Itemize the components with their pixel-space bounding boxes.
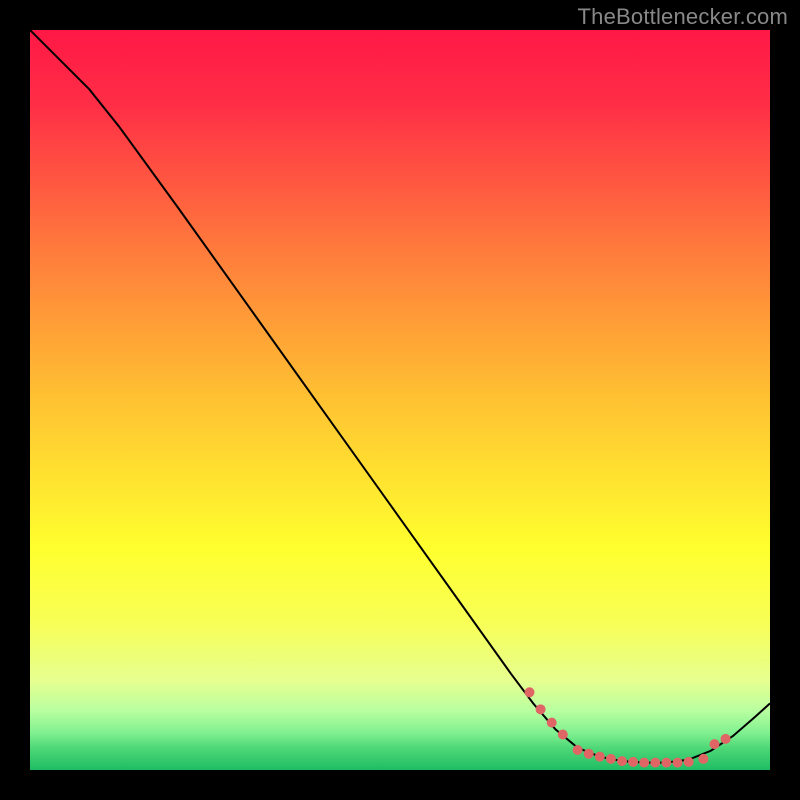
marker-point [536, 704, 546, 714]
marker-point [547, 718, 557, 728]
marker-point [584, 749, 594, 759]
marker-point [606, 754, 616, 764]
marker-point [617, 756, 627, 766]
watermark-text: TheBottlenecker.com [578, 4, 788, 30]
marker-point [573, 745, 583, 755]
marker-point [709, 739, 719, 749]
marker-point [639, 758, 649, 768]
marker-point [672, 758, 682, 768]
marker-point [684, 757, 694, 767]
marker-point [558, 729, 568, 739]
marker-point [698, 754, 708, 764]
marker-point [650, 758, 660, 768]
marker-point [524, 687, 534, 697]
chart-background [30, 30, 770, 770]
marker-point [595, 752, 605, 762]
marker-point [661, 758, 671, 768]
marker-point [628, 757, 638, 767]
chart-svg [30, 30, 770, 770]
chart-frame: TheBottlenecker.com [0, 0, 800, 800]
plot-area [30, 30, 770, 770]
marker-point [721, 734, 731, 744]
